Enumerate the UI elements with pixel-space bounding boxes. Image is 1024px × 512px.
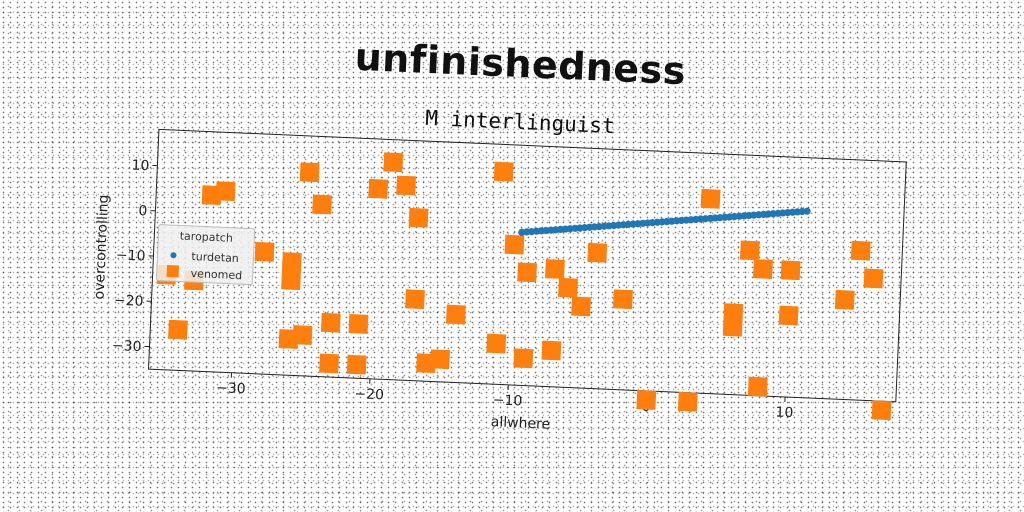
x-axis-label: allwhere — [490, 414, 550, 433]
turdetan-point — [803, 207, 811, 215]
axes-frame — [147, 128, 907, 403]
x-tick-label: −30 — [216, 380, 246, 397]
venomed-point — [780, 260, 801, 281]
venomed-point — [312, 194, 332, 215]
venomed-point — [292, 325, 313, 345]
venomed-point — [753, 259, 773, 279]
legend: taropatch turdetan venomed — [155, 224, 256, 286]
venomed-point — [383, 152, 404, 173]
marks-layer — [156, 152, 892, 421]
plot-canvas: −30−20−10010100−10−20−30 allwhere overco… — [92, 128, 907, 433]
venomed-point — [513, 348, 534, 369]
x-tick-label: −20 — [354, 386, 384, 403]
venomed-point — [722, 316, 743, 337]
venomed-point — [571, 296, 591, 317]
venomed-point — [558, 277, 578, 298]
venomed-point — [587, 242, 608, 263]
legend-label-venomed: venomed — [190, 267, 242, 282]
venomed-point — [863, 268, 884, 289]
y-tick-label: 10 — [131, 157, 150, 174]
venomed-point — [396, 175, 416, 196]
y-axis-label: overcontrolling — [92, 194, 113, 300]
legend-title: taropatch — [179, 229, 233, 244]
venomed-point — [636, 390, 657, 410]
venomed-point — [281, 270, 301, 291]
venomed-point — [850, 240, 871, 261]
venomed-point — [739, 240, 760, 261]
legend-marker-turdetan — [170, 252, 177, 259]
venomed-point — [320, 312, 341, 333]
y-tick-label: −20 — [114, 293, 144, 310]
y-tick-label: 0 — [138, 203, 148, 219]
venomed-point — [747, 376, 768, 397]
venomed-point — [281, 252, 302, 273]
venomed-point — [541, 340, 562, 361]
venomed-point — [446, 304, 466, 325]
venomed-point — [545, 259, 565, 279]
venomed-point — [700, 188, 721, 209]
venomed-point — [254, 241, 275, 262]
venomed-point — [408, 207, 429, 228]
legend-marker-venomed — [166, 264, 180, 278]
venomed-point — [405, 289, 425, 310]
venomed-point — [778, 305, 799, 326]
venomed-point — [677, 391, 698, 412]
venomed-point — [346, 354, 367, 375]
venomed-point — [319, 353, 339, 374]
venomed-point — [613, 289, 633, 310]
venomed-point — [871, 400, 892, 421]
venomed-point — [168, 319, 188, 340]
venomed-point — [430, 349, 451, 370]
legend-box — [155, 224, 256, 286]
venomed-point — [348, 314, 369, 334]
legend-label-turdetan: turdetan — [191, 250, 239, 265]
venomed-point — [368, 178, 389, 199]
venomed-point — [504, 234, 525, 255]
x-tick-label: 10 — [775, 405, 794, 422]
x-tick-label: −10 — [492, 392, 522, 409]
venomed-point — [517, 262, 537, 283]
venomed-point — [299, 162, 320, 183]
venomed-point — [834, 289, 855, 310]
ticks-layer: −30−20−10010100−10−20−30 — [112, 157, 794, 422]
y-tick-label: −30 — [112, 338, 142, 355]
scatter-plot: −30−20−10010100−10−20−30 allwhere overco… — [57, 88, 952, 496]
venomed-point — [486, 333, 507, 354]
y-tick-label: −10 — [116, 247, 146, 264]
venomed-point — [493, 161, 514, 182]
venomed-point — [215, 181, 236, 202]
